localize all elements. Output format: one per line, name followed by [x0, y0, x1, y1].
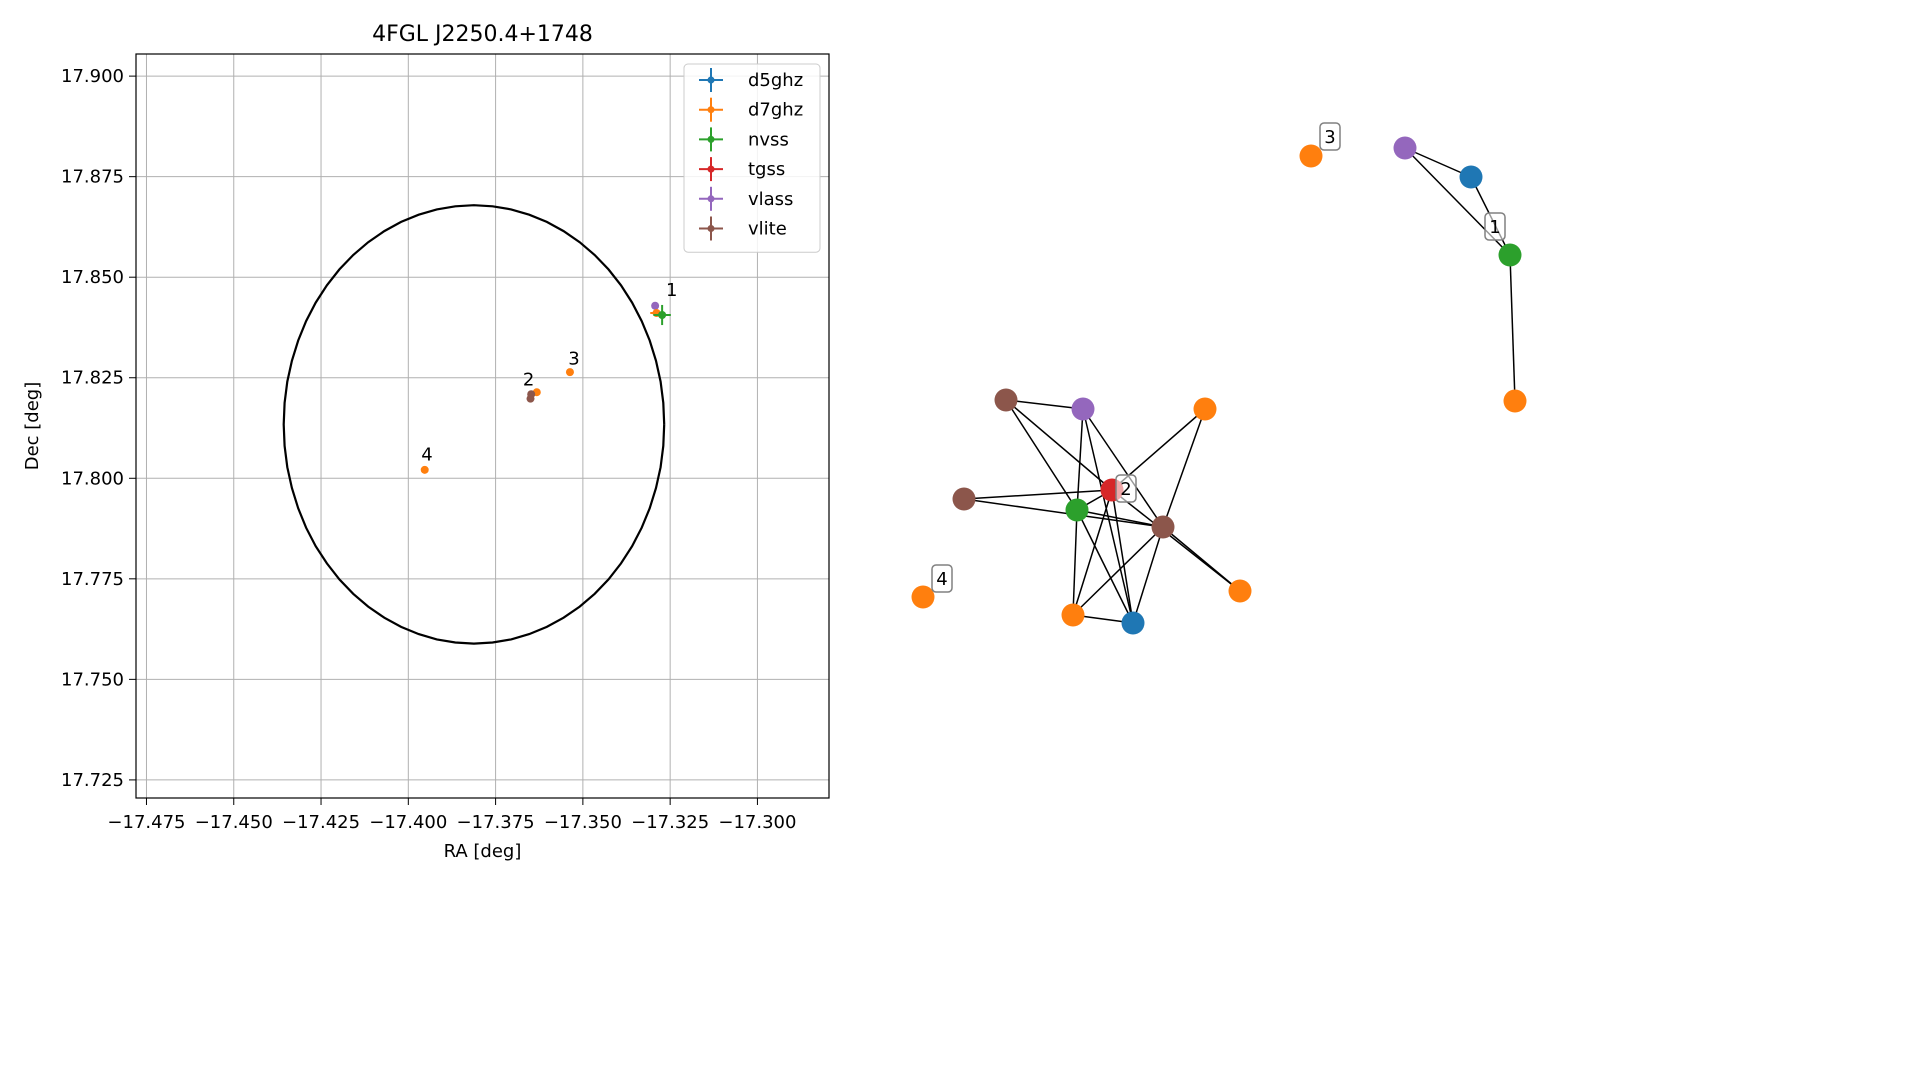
x-tick-label: −17.375	[457, 812, 535, 833]
chart-title: 4FGL J2250.4+1748	[372, 22, 593, 47]
network-edge	[1162, 408, 1206, 528]
points-layer	[420, 301, 671, 474]
network-node-vlass	[1071, 397, 1095, 421]
y-axis-label: Dec [deg]	[22, 382, 43, 471]
search-circle	[282, 204, 666, 645]
network-edge	[1005, 399, 1113, 491]
network-node-d7ghz	[911, 585, 935, 609]
x-tick-label: −17.325	[631, 812, 709, 833]
legend-marker-dot	[707, 225, 715, 232]
y-axis-ticks: 17.725 17.750 17.775 17.800 17.825 17.850 17.8…	[61, 66, 136, 791]
network-label: 3	[1324, 127, 1335, 148]
network-edge	[1072, 489, 1113, 616]
point-annotation: 3	[568, 348, 579, 369]
network-node-d5ghz	[1121, 611, 1145, 635]
y-tick-label: 17.725	[61, 770, 124, 791]
legend: d5ghz d7ghz nvss tgss vlass vlite	[683, 63, 821, 253]
legend-box	[683, 63, 821, 253]
data-point-nvss	[658, 311, 667, 320]
network-node-d5ghz	[1459, 165, 1483, 189]
annotations-layer: 1 2 3 4	[421, 280, 677, 465]
y-tick-label: 17.775	[61, 569, 124, 590]
network-label-box	[1115, 474, 1137, 503]
point-annotation: 2	[523, 369, 534, 390]
legend-label: d7ghz	[748, 100, 803, 121]
network-panel: 1 2 3 4	[911, 122, 1527, 635]
data-point-d7ghz	[565, 368, 574, 377]
network-labels: 1 2 3 4	[931, 122, 1506, 593]
x-tick-label: −17.475	[107, 812, 185, 833]
network-label-box	[1484, 212, 1506, 241]
network-node-d7ghz	[1503, 389, 1527, 413]
network-edge	[1076, 408, 1084, 511]
y-tick-label: 17.800	[61, 468, 124, 489]
network-node-vlite	[994, 388, 1018, 412]
x-axis-label: RA [deg]	[444, 841, 522, 862]
network-node-vlass	[1393, 136, 1417, 160]
network-edge	[1072, 509, 1078, 616]
point-annotation: 4	[421, 445, 432, 466]
network-edge	[1111, 489, 1134, 624]
legend-label: tgss	[748, 159, 785, 180]
network-edge	[1132, 526, 1164, 624]
circle-layer	[282, 204, 666, 645]
network-edge	[1005, 399, 1084, 410]
y-tick-label: 17.875	[61, 167, 124, 188]
legend-label: vlite	[748, 219, 787, 240]
network-edge	[1404, 147, 1472, 178]
x-axis-ticks: −17.475 −17.450 −17.425 −17.400 −17.375 −17.3…	[107, 798, 796, 833]
x-tick-label: −17.425	[282, 812, 360, 833]
y-tick-label: 17.850	[61, 267, 124, 288]
plot-frame	[135, 53, 830, 799]
x-tick-label: −17.300	[718, 812, 796, 833]
grid	[136, 54, 829, 798]
x-tick-label: −17.400	[369, 812, 447, 833]
network-node-d7ghz	[1228, 579, 1252, 603]
legend-marker-dot	[707, 106, 715, 114]
data-point-d7ghz	[420, 465, 429, 474]
network-label: 1	[1489, 217, 1500, 238]
network-edge	[1082, 408, 1164, 528]
network-edge	[1076, 509, 1134, 624]
network-label-box	[931, 564, 953, 593]
legend-marker-dot	[707, 76, 715, 84]
network-node-d7ghz	[1193, 397, 1217, 421]
legend-label: vlass	[748, 189, 793, 210]
network-node-vlite	[952, 487, 976, 511]
legend-label: d5ghz	[748, 70, 803, 91]
network-node-d7ghz	[1299, 144, 1323, 168]
x-tick-label: −17.450	[195, 812, 273, 833]
point-annotation: 1	[666, 280, 677, 301]
network-label: 4	[936, 569, 947, 590]
network-node-nvss	[1065, 498, 1089, 522]
data-point-vlass	[651, 301, 660, 310]
network-edges	[963, 147, 1516, 624]
legend-marker-dot	[707, 165, 715, 173]
network-label-box	[1319, 122, 1341, 151]
network-node-d7ghz	[1061, 603, 1085, 627]
y-tick-label: 17.750	[61, 669, 124, 690]
y-tick-label: 17.825	[61, 368, 124, 389]
x-tick-label: −17.350	[544, 812, 622, 833]
network-node-vlite	[1151, 515, 1175, 539]
network-nodes	[911, 136, 1527, 635]
y-tick-label: 17.900	[61, 66, 124, 87]
network-edge	[963, 498, 1164, 528]
data-point-vlite	[526, 394, 535, 403]
network-node-nvss	[1498, 243, 1522, 267]
network-edge	[1509, 254, 1516, 402]
network-edge	[1005, 399, 1078, 511]
legend-label: nvss	[748, 129, 789, 150]
scatter-panel: 1 2 3 4 −17.475 −17.450 −17.425 −17.400 −17.375…	[22, 22, 830, 862]
network-edge	[1072, 526, 1164, 616]
network-edge	[1076, 509, 1164, 528]
legend-marker-dot	[707, 195, 715, 203]
network-label: 2	[1120, 479, 1131, 500]
legend-marker-dot	[707, 135, 715, 143]
network-edge	[1162, 526, 1241, 592]
network-edge	[963, 489, 1113, 500]
